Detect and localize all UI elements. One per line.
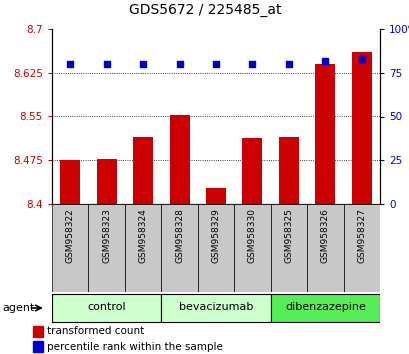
Bar <box>315 64 335 204</box>
Text: dibenzazepine: dibenzazepine <box>284 302 365 312</box>
Text: GDS5672 / 225485_at: GDS5672 / 225485_at <box>128 3 281 17</box>
Bar <box>306 204 343 292</box>
Text: control: control <box>87 302 126 312</box>
Bar <box>197 204 234 292</box>
Point <box>176 61 182 67</box>
Text: GSM958323: GSM958323 <box>102 209 111 263</box>
Bar <box>133 137 153 204</box>
Bar <box>52 293 161 322</box>
Bar <box>270 293 379 322</box>
Bar <box>88 204 125 292</box>
Text: GSM958330: GSM958330 <box>247 209 256 263</box>
Bar <box>32 326 43 337</box>
Bar <box>60 160 80 204</box>
Bar <box>270 204 306 292</box>
Bar <box>234 204 270 292</box>
Point <box>357 56 364 62</box>
Text: GSM958325: GSM958325 <box>284 209 293 263</box>
Bar <box>125 204 161 292</box>
Text: percentile rank within the sample: percentile rank within the sample <box>47 342 222 352</box>
Bar <box>161 204 197 292</box>
Point <box>67 61 73 67</box>
Text: GSM958326: GSM958326 <box>320 209 329 263</box>
Bar <box>278 137 298 204</box>
Point <box>139 61 146 67</box>
Point <box>103 61 110 67</box>
Point <box>249 61 255 67</box>
Text: GSM958327: GSM958327 <box>356 209 365 263</box>
Text: GSM958324: GSM958324 <box>138 209 147 263</box>
Point <box>321 58 328 63</box>
Text: bevacizumab: bevacizumab <box>178 302 253 312</box>
Bar <box>242 138 262 204</box>
Bar <box>351 52 371 204</box>
Bar <box>161 293 270 322</box>
Text: GSM958322: GSM958322 <box>65 209 74 263</box>
Text: transformed count: transformed count <box>47 326 144 337</box>
Bar <box>205 188 225 204</box>
Text: GSM958329: GSM958329 <box>211 209 220 263</box>
Text: agent: agent <box>2 303 34 313</box>
Point <box>212 61 219 67</box>
Bar <box>169 115 189 204</box>
Bar <box>343 204 379 292</box>
Point <box>285 61 292 67</box>
Bar <box>52 204 88 292</box>
Text: GSM958328: GSM958328 <box>175 209 184 263</box>
Bar <box>32 341 43 352</box>
Bar <box>97 159 117 204</box>
